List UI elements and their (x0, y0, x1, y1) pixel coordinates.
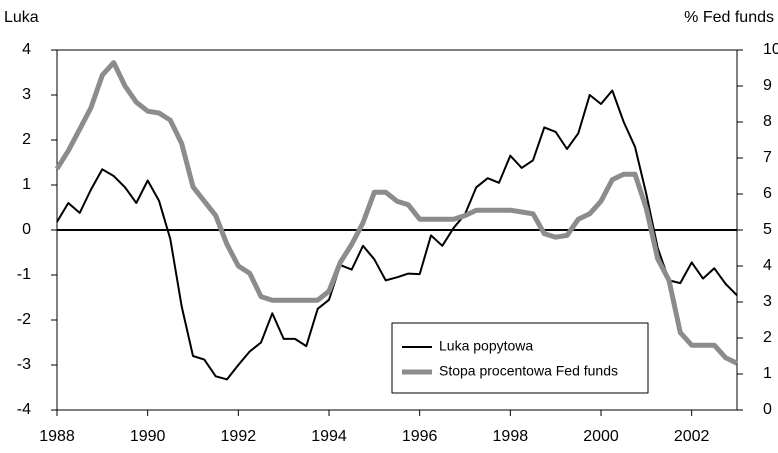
y2-tick-label: 5 (763, 221, 772, 238)
x-tick-label: 1990 (130, 428, 166, 445)
y2-axis-label: % Fed funds (684, 9, 774, 26)
x-tick-label: 1994 (311, 428, 347, 445)
y-tick-label: -4 (17, 401, 31, 418)
y2-tick-label: 1 (763, 365, 772, 382)
y-tick-label: 2 (22, 131, 31, 148)
y-tick-label: 4 (22, 41, 31, 58)
x-tick-label: 1992 (221, 428, 257, 445)
x-tick-label: 1998 (493, 428, 529, 445)
legend-box (391, 322, 649, 394)
y2-tick-label: 3 (763, 293, 772, 310)
x-tick-label: 2000 (583, 428, 619, 445)
y2-tick-label: 4 (763, 257, 772, 274)
y2-tick-label: 10 (763, 41, 778, 58)
y2-tick-label: 0 (763, 401, 772, 418)
legend-label: Luka popytowa (439, 338, 533, 354)
x-tick-label: 1988 (39, 428, 75, 445)
y2-tick-label: 9 (763, 77, 772, 94)
y-tick-label: -1 (17, 266, 31, 283)
legend-label: Stopa procentowa Fed funds (439, 363, 618, 379)
y-axis-label: Luka (4, 9, 39, 26)
y-tick-label: 3 (22, 86, 31, 103)
y2-tick-label: 7 (763, 149, 772, 166)
x-tick-label: 2002 (674, 428, 710, 445)
series-line (54, 60, 739, 366)
y2-tick-label: 2 (763, 329, 772, 346)
y-tick-label: 1 (22, 176, 31, 193)
y-tick-label: 0 (22, 221, 31, 238)
x-tick-label: 1996 (402, 428, 438, 445)
series-line (56, 89, 738, 381)
y-tick-label: -2 (17, 311, 31, 328)
y2-tick-label: 6 (763, 185, 772, 202)
y-tick-label: -3 (17, 356, 31, 373)
y2-tick-label: 8 (763, 113, 772, 130)
